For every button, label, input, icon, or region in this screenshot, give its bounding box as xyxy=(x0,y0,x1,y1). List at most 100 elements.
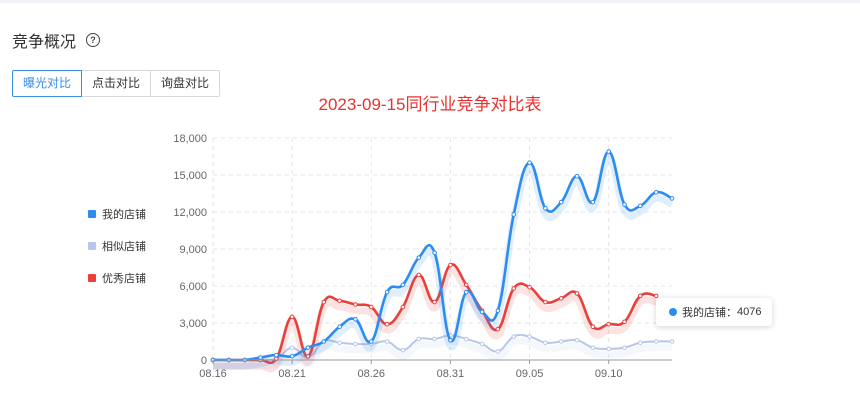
data-point-similar-store[interactable] xyxy=(289,345,295,350)
data-point-excellent-store[interactable] xyxy=(638,293,643,299)
data-point-my-store[interactable] xyxy=(590,199,596,205)
data-point-my-store[interactable] xyxy=(384,289,390,295)
question-circle-icon[interactable]: ? xyxy=(86,33,101,47)
data-point-my-store[interactable] xyxy=(353,317,358,322)
data-point-my-store[interactable] xyxy=(321,339,327,344)
data-point-my-store[interactable] xyxy=(258,355,263,360)
data-point-my-store[interactable] xyxy=(274,352,279,358)
data-point-my-store[interactable] xyxy=(416,255,422,260)
data-point-excellent-store[interactable] xyxy=(622,319,627,325)
y-tick-label: 3,000 xyxy=(179,318,207,330)
tooltip-value: 4076 xyxy=(737,306,762,318)
data-point-my-store[interactable] xyxy=(305,345,311,350)
data-point-my-store[interactable] xyxy=(527,160,532,165)
data-point-excellent-store[interactable] xyxy=(368,304,374,310)
data-point-similar-store[interactable] xyxy=(353,341,358,347)
data-point-my-store[interactable] xyxy=(543,206,548,211)
data-point-similar-store[interactable] xyxy=(527,334,532,339)
data-point-my-store[interactable] xyxy=(337,324,342,330)
x-tick-label: 08.26 xyxy=(358,368,386,380)
data-point-excellent-store[interactable] xyxy=(337,298,342,304)
data-point-my-store[interactable] xyxy=(511,212,517,217)
data-point-my-store[interactable] xyxy=(495,308,501,313)
data-point-similar-store[interactable] xyxy=(416,336,422,342)
data-point-my-store[interactable] xyxy=(558,199,564,205)
data-point-excellent-store[interactable] xyxy=(495,326,501,332)
y-tick-label: 15,000 xyxy=(173,170,207,182)
data-point-excellent-store[interactable] xyxy=(448,262,453,268)
x-tick-label: 08.16 xyxy=(199,368,227,380)
data-point-my-store[interactable] xyxy=(448,337,453,343)
tab-exposure-compare[interactable]: 曝光对比 xyxy=(12,70,83,97)
data-point-excellent-store[interactable] xyxy=(653,293,659,299)
chart-title: 2023-09-15同行业竞争对比表 xyxy=(318,95,542,114)
y-tick-label: 12,000 xyxy=(173,207,207,219)
legend-swatch-similar-store xyxy=(88,242,96,250)
data-point-my-store[interactable] xyxy=(432,250,437,255)
data-point-my-store[interactable] xyxy=(574,173,580,179)
data-point-excellent-store[interactable] xyxy=(416,272,422,278)
data-point-my-store[interactable] xyxy=(479,309,485,315)
data-point-my-store[interactable] xyxy=(653,189,659,195)
data-point-excellent-store[interactable] xyxy=(305,354,311,359)
data-point-excellent-store[interactable] xyxy=(606,321,611,327)
data-point-my-store[interactable] xyxy=(289,354,295,359)
data-point-excellent-store[interactable] xyxy=(543,299,548,305)
data-point-similar-store[interactable] xyxy=(653,339,659,344)
data-point-similar-store[interactable] xyxy=(463,336,469,342)
data-point-similar-store[interactable] xyxy=(384,339,390,344)
data-point-similar-store[interactable] xyxy=(622,345,627,350)
data-point-similar-store[interactable] xyxy=(495,349,501,354)
chart-tooltip: 我的店铺 ： 4076 xyxy=(656,298,772,326)
data-point-excellent-store[interactable] xyxy=(527,284,532,290)
tab-inquiry-compare[interactable]: 询盘对比 xyxy=(150,70,221,97)
data-point-excellent-store[interactable] xyxy=(432,299,437,305)
data-point-similar-store[interactable] xyxy=(432,336,437,342)
data-point-excellent-store[interactable] xyxy=(574,291,580,296)
data-point-excellent-store[interactable] xyxy=(321,299,327,305)
data-point-excellent-store[interactable] xyxy=(590,324,596,330)
data-point-similar-store[interactable] xyxy=(543,340,548,346)
data-point-excellent-store[interactable] xyxy=(558,296,564,301)
data-point-excellent-store[interactable] xyxy=(400,304,406,310)
data-point-similar-store[interactable] xyxy=(638,340,643,346)
data-point-excellent-store[interactable] xyxy=(353,302,358,307)
section-title: 竞争概况 ? xyxy=(12,28,101,52)
y-tick-label: 6,000 xyxy=(179,281,207,293)
data-point-similar-store[interactable] xyxy=(511,334,517,339)
data-point-excellent-store[interactable] xyxy=(463,282,469,288)
data-point-excellent-store[interactable] xyxy=(289,314,295,320)
data-point-similar-store[interactable] xyxy=(400,347,406,353)
data-point-similar-store[interactable] xyxy=(606,346,611,352)
x-tick-label: 08.31 xyxy=(437,368,465,380)
series-shadow-excellent-store xyxy=(213,267,657,373)
data-point-similar-store[interactable] xyxy=(669,339,675,344)
legend-item-my-store[interactable]: 我的店铺 xyxy=(88,206,146,222)
data-point-my-store[interactable] xyxy=(463,289,469,295)
data-point-similar-store[interactable] xyxy=(590,345,596,350)
comparison-tabs: 曝光对比 点击对比 询盘对比 xyxy=(12,70,221,97)
chart-axes: 0 3,000 6,000 9,000 12,000 15,000 18,000 08.16 0… xyxy=(173,133,672,380)
legend-item-excellent-store[interactable]: 优秀店铺 xyxy=(88,270,146,286)
data-point-my-store[interactable] xyxy=(368,339,374,344)
data-point-similar-store[interactable] xyxy=(479,341,485,347)
legend-item-similar-store[interactable]: 相似店铺 xyxy=(88,238,146,254)
data-point-similar-store[interactable] xyxy=(558,339,564,344)
data-point-excellent-store[interactable] xyxy=(511,286,517,291)
legend-label-similar-store: 相似店铺 xyxy=(102,241,146,253)
data-point-my-store[interactable] xyxy=(400,282,406,288)
data-point-my-store[interactable] xyxy=(606,149,611,154)
data-point-similar-store[interactable] xyxy=(337,340,342,346)
data-point-my-store[interactable] xyxy=(638,203,643,209)
data-point-excellent-store[interactable] xyxy=(384,321,390,327)
series-shadow-similar-store xyxy=(213,337,673,370)
tooltip-separator: ： xyxy=(726,307,737,319)
data-point-my-store[interactable] xyxy=(622,202,627,207)
legend-label-my-store: 我的店铺 xyxy=(102,209,146,221)
y-tick-label: 9,000 xyxy=(179,244,207,256)
tooltip-series: 我的店铺 xyxy=(682,307,726,319)
x-tick-label: 09.10 xyxy=(595,368,623,380)
data-point-my-store[interactable] xyxy=(669,196,675,201)
data-point-similar-store[interactable] xyxy=(574,337,580,343)
